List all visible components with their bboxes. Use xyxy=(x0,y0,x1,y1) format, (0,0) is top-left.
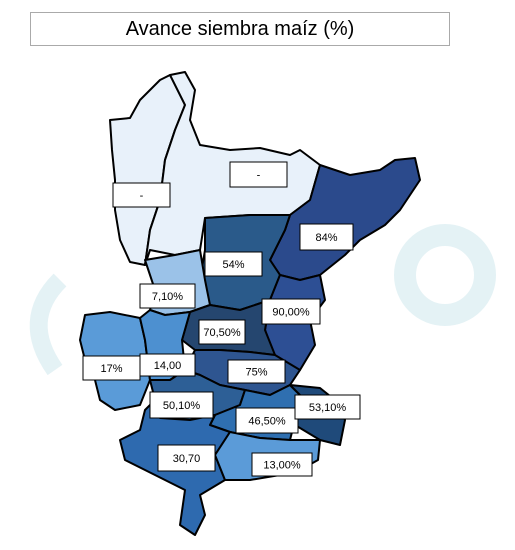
region-label: 46,50% xyxy=(248,415,286,427)
label-box xyxy=(299,223,354,251)
region-label: 84% xyxy=(315,232,337,244)
map-title: Avance siembra maíz (%) xyxy=(30,12,450,46)
label-box xyxy=(204,251,263,277)
region-label: - xyxy=(140,190,144,202)
label-box xyxy=(82,355,141,381)
label-box xyxy=(198,319,246,345)
label-box xyxy=(251,452,313,477)
region-label: 17% xyxy=(100,363,122,375)
region-label: 7,10% xyxy=(152,291,183,303)
label-box xyxy=(139,353,196,377)
region-label: 75% xyxy=(245,366,267,378)
regions xyxy=(79,71,421,536)
region-label: 13,00% xyxy=(263,459,301,471)
label-box xyxy=(157,444,216,472)
label-box xyxy=(235,407,299,434)
label-box xyxy=(149,391,214,419)
label-box xyxy=(112,182,171,208)
label-box xyxy=(229,161,288,188)
region-label: 53,10% xyxy=(309,402,347,414)
region-label: 90,00% xyxy=(272,306,310,318)
region-label: 14,00 xyxy=(154,360,182,372)
region-label: 30,70 xyxy=(173,453,201,465)
labels: - - 84% 54% 7,10% 90,00% 70,50% 17% 14,00 75% 50,1… xyxy=(82,161,361,477)
watermark xyxy=(394,224,496,326)
label-box xyxy=(227,359,286,384)
region-label: - xyxy=(257,169,261,181)
watermark xyxy=(29,273,67,376)
label-box xyxy=(261,298,321,325)
region-label: 54% xyxy=(222,259,244,271)
label-box xyxy=(139,283,196,309)
region-label: 50,10% xyxy=(163,400,201,412)
label-box xyxy=(294,394,361,420)
region-label: 70,50% xyxy=(203,327,241,339)
